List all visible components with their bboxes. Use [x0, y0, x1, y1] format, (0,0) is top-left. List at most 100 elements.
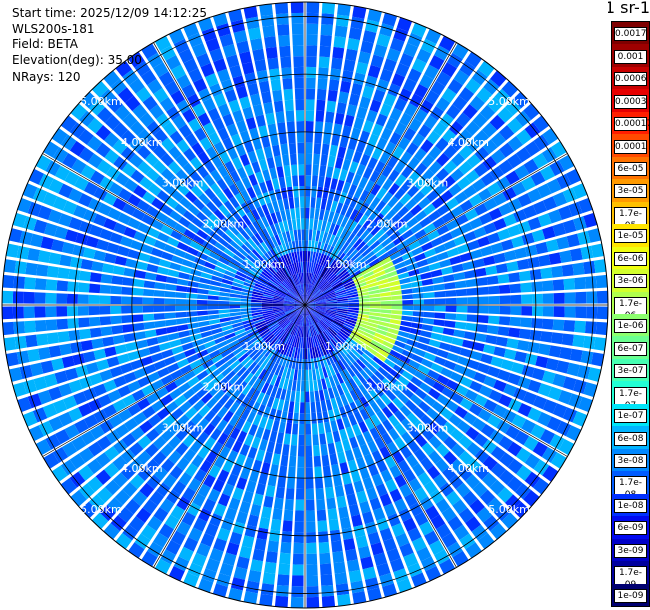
ray-bin [261, 308, 273, 312]
ray-bin [313, 444, 321, 457]
ray-bin [517, 193, 532, 208]
ray-bin [148, 344, 161, 355]
ray-bin [132, 314, 144, 323]
ray-bin [149, 104, 165, 120]
ray-bin [324, 330, 333, 340]
ray-bin [305, 305, 309, 316]
ray-bin [110, 78, 127, 95]
ray-bin [175, 318, 188, 325]
ray-bin [12, 291, 24, 304]
ray-bin [68, 188, 83, 203]
ray-bin [334, 250, 343, 262]
ray-bin [249, 469, 260, 483]
ray-bin [293, 542, 304, 554]
ray-bin [359, 408, 370, 421]
ray-bin [362, 166, 374, 180]
ray-bin [306, 337, 310, 349]
ray-bin [196, 349, 209, 359]
ray-bin [406, 217, 419, 229]
ray-bin [389, 131, 402, 146]
ray-bin [352, 423, 362, 437]
ray-bin [211, 327, 223, 335]
ray-bin [305, 305, 316, 308]
ray-bin [320, 319, 330, 328]
ray-bin [182, 388, 196, 400]
ray-bin [305, 297, 314, 305]
ray-bin [246, 386, 256, 399]
ray-bin [140, 69, 157, 86]
ray-bin [318, 279, 327, 289]
ray-bin [360, 153, 371, 167]
ray-bin [278, 132, 288, 145]
ray-bin [376, 33, 391, 48]
ray-bin [137, 347, 151, 358]
ray-bin [494, 88, 511, 106]
ray-bin [168, 450, 182, 465]
ray-bin [435, 458, 449, 473]
ray-bin [322, 268, 331, 279]
ray-bin [429, 106, 444, 121]
ray-bin [220, 348, 233, 358]
ray-bin [516, 465, 532, 481]
ray-bin [274, 293, 285, 299]
ray-bin [329, 529, 342, 542]
ray-bin [389, 230, 401, 241]
ray-bin [298, 434, 305, 446]
ray-bin [234, 405, 245, 418]
ray-bin [324, 342, 332, 354]
ray-bin [237, 217, 248, 229]
ray-bin [66, 306, 79, 317]
ray-bin [373, 385, 385, 398]
ray-bin [54, 429, 71, 445]
ray-bin [355, 240, 366, 252]
ray-bin [436, 523, 452, 539]
ray-bin [171, 407, 184, 421]
ray-bin [306, 315, 309, 327]
ray-bin [401, 294, 414, 300]
ray-bin [410, 204, 423, 216]
ray-bin [313, 290, 322, 299]
ray-bin [279, 318, 289, 327]
ray-bin [135, 507, 152, 524]
ray-bin [373, 552, 388, 566]
ray-bin [366, 109, 378, 123]
ray-bin [455, 213, 469, 226]
ray-bin [332, 224, 340, 236]
ray-bin [372, 89, 386, 103]
ray-bin [462, 490, 478, 506]
ray-bin [421, 358, 434, 369]
ray-bin [202, 498, 216, 513]
ray-bin [332, 551, 345, 564]
ray-bin [313, 311, 323, 319]
ray-bin [423, 311, 435, 318]
ray-bin [380, 393, 392, 406]
ray-bin [347, 296, 359, 301]
ray-bin [337, 451, 347, 464]
ray-bin [506, 476, 523, 493]
ray-bin [473, 371, 487, 384]
ray-bin [169, 339, 182, 348]
ray-bin [527, 341, 540, 354]
ray-bin [218, 103, 231, 117]
ray-bin [3, 337, 17, 351]
ray-bin [265, 112, 276, 125]
ray-bin [408, 359, 421, 370]
ray-bin [458, 86, 475, 103]
ray-bin [441, 266, 454, 276]
ray-bin [343, 322, 355, 330]
ray-bin [219, 445, 231, 459]
ray-bin [251, 389, 261, 402]
ray-bin [423, 248, 437, 258]
ray-bin [455, 384, 469, 397]
ray-bin [275, 245, 283, 257]
ray-bin [196, 299, 208, 305]
ray-bin [332, 263, 341, 273]
ray-bin [503, 250, 517, 262]
ray-bin [218, 296, 230, 301]
ray-bin [198, 192, 211, 206]
ray-bin [308, 272, 312, 284]
ray-bin [257, 355, 267, 367]
ray-bin [379, 151, 391, 165]
ray-bin [272, 326, 282, 336]
ray-bin [252, 184, 262, 197]
